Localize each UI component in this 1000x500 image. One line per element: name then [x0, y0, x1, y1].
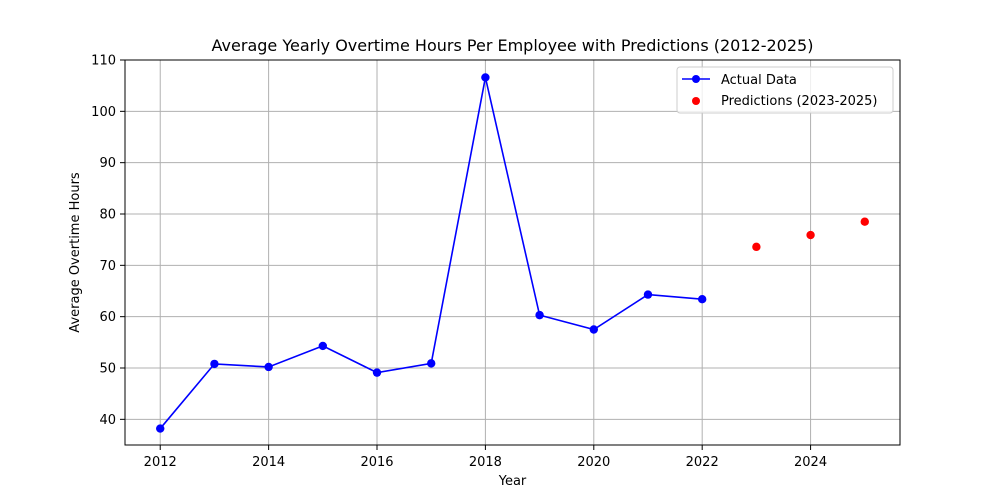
actual-data-point — [318, 341, 328, 351]
legend-actual-marker — [692, 75, 700, 83]
x-axis-label: Year — [498, 474, 527, 489]
actual-data-line — [159, 77, 703, 430]
actual-data-point — [535, 310, 544, 320]
chart-title: Average Yearly Overtime Hours Per Employ… — [212, 36, 814, 55]
x-tick-label: 2024 — [794, 455, 827, 470]
actual-data-point — [372, 368, 382, 377]
y-tick-label: 50 — [99, 362, 116, 377]
y-tick-label: 70 — [99, 259, 116, 274]
legend-predictions-label: Predictions (2023-2025) — [721, 94, 878, 109]
x-tick-label: 2014 — [252, 455, 285, 470]
actual-data-point — [643, 290, 653, 299]
plot-frame — [124, 59, 901, 446]
x-tick-label: 2018 — [469, 455, 502, 470]
x-tick-label: 2022 — [686, 455, 719, 470]
actual-data-point — [697, 295, 707, 304]
x-tick-label: 2012 — [144, 455, 177, 470]
y-tick-label: 60 — [99, 310, 116, 325]
y-axis-label: Average Overtime Hours — [68, 172, 83, 333]
legend-predictions-marker — [692, 97, 700, 105]
prediction-point — [806, 230, 815, 240]
y-tick-label: 40 — [99, 413, 116, 428]
grid — [125, 59, 900, 445]
y-tick-label: 90 — [99, 156, 116, 171]
actual-data-point — [264, 362, 273, 372]
legend: Actual Data Predictions (2023-2025) — [676, 66, 894, 114]
prediction-point — [752, 242, 761, 252]
prediction-point — [860, 217, 869, 226]
y-tick-label: 80 — [99, 208, 116, 223]
axis-ticks: 2012 2014 2016 2018 2020 2022 2024 40 50 60 70 80 90… — [91, 54, 827, 471]
actual-data-point — [427, 359, 436, 368]
actual-data-point — [156, 424, 165, 433]
actual-data-point — [210, 359, 219, 369]
legend-actual-label: Actual Data — [721, 73, 797, 88]
y-tick-label: 110 — [91, 54, 116, 69]
actual-data-point — [481, 73, 490, 82]
x-tick-label: 2016 — [360, 455, 393, 470]
x-tick-label: 2020 — [577, 455, 610, 470]
y-tick-label: 100 — [91, 105, 116, 120]
series — [156, 73, 869, 433]
actual-data-point — [589, 325, 598, 334]
legend-box — [676, 66, 894, 114]
